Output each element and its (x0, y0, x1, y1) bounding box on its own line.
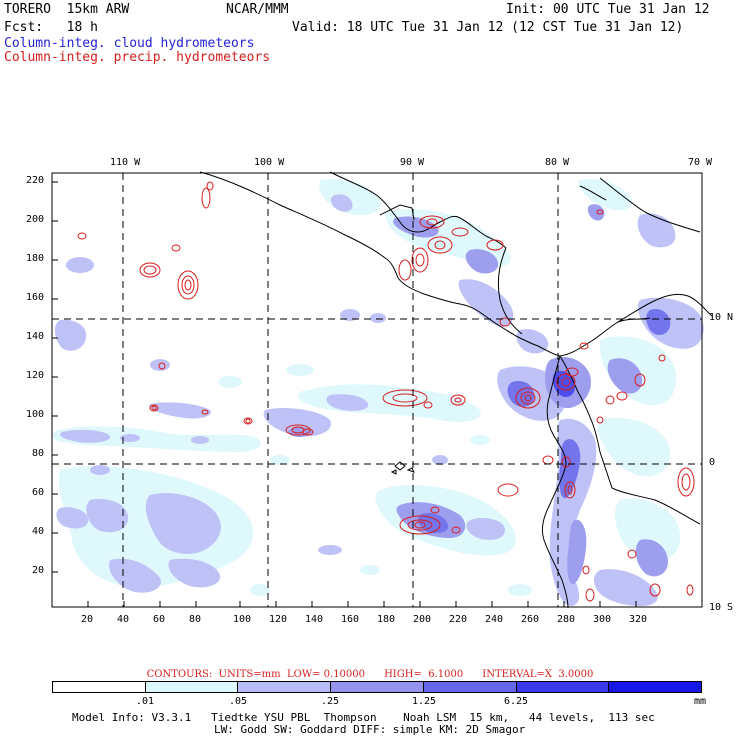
colorbar-label: 6.25 (503, 696, 529, 707)
y-tick: 140 (26, 331, 45, 342)
y-tick: 160 (26, 292, 45, 303)
latlon-grid (52, 173, 702, 607)
precip-field-label: Column-integ. precip. hydrometeors (4, 50, 271, 65)
colorbar-label: .05 (228, 696, 248, 707)
cloud-field-label: Column-integ. cloud hydrometeors (4, 36, 255, 51)
y-tick: 220 (26, 175, 45, 186)
x-tick: 160 (341, 614, 360, 625)
colorbar-bin (145, 682, 239, 692)
contour-info: CONTOURS: UNITS=mm LOW= 0.10000 HIGH= 6.… (146, 669, 594, 680)
organization: NCAR/MMM (226, 2, 289, 17)
valid-time: Valid: 18 UTC Tue 31 Jan 12 (12 CST Tue … (292, 20, 684, 35)
forecast-hour: Fcst: 18 h (4, 20, 98, 35)
x-tick: 300 (593, 614, 612, 625)
lon-label-90w: 90 W (400, 157, 425, 168)
y-tick: 60 (32, 487, 45, 498)
colorbar-label: .01 (135, 696, 155, 707)
x-tick: 20 (81, 614, 94, 625)
colorbar-bin (423, 682, 517, 692)
y-tick: 80 (32, 448, 45, 459)
colorbar-bin (516, 682, 610, 692)
x-tick: 260 (521, 614, 540, 625)
lat-label-10s: 10 S (709, 602, 734, 613)
x-tick: 200 (413, 614, 432, 625)
colorbar-units: mm (693, 696, 707, 707)
y-tick: 120 (26, 370, 45, 381)
init-time: Init: 00 UTC Tue 31 Jan 12 (506, 2, 710, 17)
x-tick: 220 (449, 614, 468, 625)
cloud-hydrometeor-shading (52, 178, 704, 606)
lon-label-70w: 70 W (688, 157, 713, 168)
y-tick: 100 (26, 409, 45, 420)
colorbar-bin (609, 682, 702, 692)
colorbar-bin (53, 682, 146, 692)
colorbar-label: .25 (320, 696, 340, 707)
colorbar-bin (238, 682, 332, 692)
map-frame (51, 172, 703, 608)
model-physics: LW: Godd SW: Goddard DIFF: simple KM: 2D… (214, 723, 526, 736)
model-name: TORERO 15km ARW (4, 2, 130, 17)
colorbar-label: 1.25 (411, 696, 437, 707)
axis-ticks (52, 181, 637, 607)
x-tick: 180 (377, 614, 396, 625)
y-tick: 180 (26, 253, 45, 264)
x-tick: 60 (153, 614, 166, 625)
x-tick: 40 (117, 614, 130, 625)
lat-label-equator: 0 (709, 457, 716, 468)
coastlines (199, 171, 713, 609)
lon-label-80w: 80 W (545, 157, 570, 168)
x-tick: 280 (557, 614, 576, 625)
x-tick: 320 (629, 614, 648, 625)
x-tick: 100 (233, 614, 252, 625)
y-tick: 40 (32, 526, 45, 537)
x-tick: 80 (189, 614, 202, 625)
y-tick: 20 (32, 565, 45, 576)
model-info: Model Info: V3.3.1 Tiedtke YSU PBL Thomp… (72, 711, 655, 724)
lat-label-10n: 10 N (709, 312, 734, 323)
colorbar-bin (331, 682, 424, 692)
y-tick: 200 (26, 214, 45, 225)
colorbar (52, 681, 702, 693)
lon-label-110w: 110 W (110, 157, 141, 168)
x-tick: 120 (269, 614, 288, 625)
x-tick: 140 (305, 614, 324, 625)
lon-label-100w: 100 W (254, 157, 285, 168)
x-tick: 240 (485, 614, 504, 625)
